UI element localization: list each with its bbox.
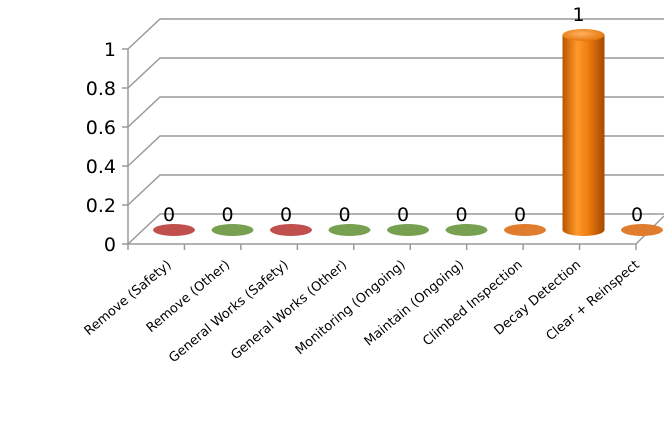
x-axis-tick-labels: Remove (Safety)Remove (Other)General Wor… (82, 258, 643, 367)
bar (504, 224, 546, 236)
x-tick-label: Maintain (Ongoing) (362, 258, 467, 350)
x-tick-label: General Works (Safety) (166, 258, 291, 367)
axes (122, 48, 664, 250)
data-labels: 0 0 0 0 0 0 0 1 0 (163, 4, 643, 226)
y-tick-label: 1 (104, 39, 116, 61)
gridline (127, 135, 664, 167)
gridline (127, 213, 664, 245)
data-label: 0 (280, 204, 292, 226)
y-tick-label: 0.2 (86, 195, 116, 217)
x-tick-label: Monitoring (Ongoing) (293, 258, 409, 359)
data-label: 0 (163, 204, 175, 226)
bar (328, 224, 371, 236)
bar (621, 224, 663, 236)
gridline (127, 57, 664, 89)
bar (211, 224, 254, 236)
y-tick-label: 0.8 (86, 78, 116, 100)
bar (270, 224, 312, 236)
data-label: 0 (514, 204, 526, 226)
data-label: 1 (572, 4, 584, 26)
y-axis-tick-labels: 0 0.2 0.4 0.6 0.8 1 (86, 39, 116, 256)
bar (387, 224, 429, 236)
data-label: 0 (338, 204, 350, 226)
gridlines (127, 18, 664, 245)
x-tick-label: Climbed Inspection (420, 258, 525, 350)
gridline (127, 96, 664, 128)
bar (445, 224, 488, 236)
gridline (127, 174, 664, 206)
bar (562, 29, 605, 237)
x-tick-label: General Works (Other) (228, 258, 350, 363)
y-tick-label: 0.6 (86, 117, 116, 139)
bar (153, 224, 195, 236)
bars (153, 29, 663, 237)
gridline (127, 18, 664, 50)
data-label: 0 (221, 204, 233, 226)
data-label: 0 (397, 204, 409, 226)
data-label: 0 (631, 204, 643, 226)
y-tick-label: 0.4 (86, 156, 116, 178)
y-tick-label: 0 (104, 234, 116, 256)
data-label: 0 (455, 204, 467, 226)
